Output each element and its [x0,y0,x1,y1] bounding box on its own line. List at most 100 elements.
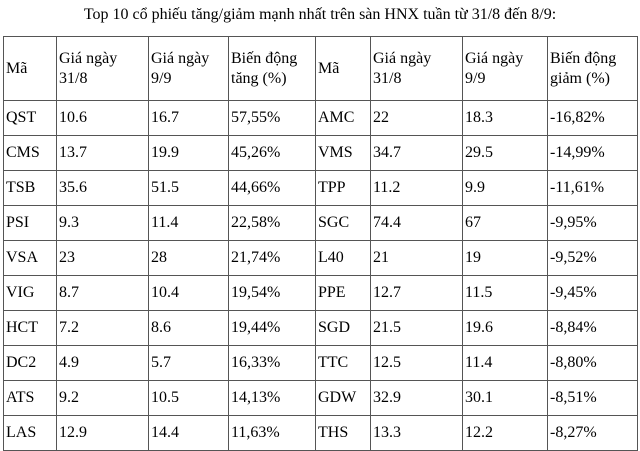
table-cell: 67 [462,205,548,241]
table-cell: 23 [56,240,149,276]
table-cell: -11,61% [547,170,638,206]
table-cell: AMC [315,100,371,136]
table-cell: 4.9 [56,345,149,381]
column-header: Giá ngày 9/9 [462,36,548,101]
table-cell: 29.5 [462,135,548,171]
table-row: ATS 9.2 10.5 14,13% GDW 32.9 30.1 -8,51% [3,380,638,416]
table-cell: 10.5 [148,380,229,416]
table-cell: TPP [315,170,371,206]
header-row: Mã Giá ngày 31/8 Giá ngày 9/9 Biến động tăn… [3,36,638,101]
table-cell: -8,80% [547,345,638,381]
table-cell: HCT [3,310,57,346]
table-cell: 14.4 [148,415,229,451]
table-cell: 11.2 [370,170,463,206]
table-cell: -9,45% [547,275,638,311]
table-cell: 19 [462,240,548,276]
table-cell: 5.7 [148,345,229,381]
table-cell: 13.3 [370,415,463,451]
table-cell: QST [3,100,57,136]
table-cell: 57,55% [228,100,316,136]
table-cell: LAS [3,415,57,451]
table-cell: THS [315,415,371,451]
table-row: DC2 4.9 5.7 16,33% TTC 12.5 11.4 -8,80% [3,345,638,381]
table-cell: 21.5 [370,310,463,346]
table-row: TSB 35.6 51.5 44,66% TPP 11.2 9.9 -11,61% [3,170,638,206]
table-cell: GDW [315,380,371,416]
stock-table: Mã Giá ngày 31/8 Giá ngày 9/9 Biến động tăn… [3,36,638,451]
table-cell: 30.1 [462,380,548,416]
table-cell: 22 [370,100,463,136]
table-cell: 45,26% [228,135,316,171]
table-cell: -8,84% [547,310,638,346]
table-row: QST 10.6 16.7 57,55% AMC 22 18.3 -16,82% [3,100,638,136]
table-cell: PSI [3,205,57,241]
table-cell: 28 [148,240,229,276]
table-cell: L40 [315,240,371,276]
table-cell: 14,13% [228,380,316,416]
table-cell: 8.7 [56,275,149,311]
table-cell: VIG [3,275,57,311]
table-cell: 11.5 [462,275,548,311]
table-row: VIG 8.7 10.4 19,54% PPE 12.7 11.5 -9,45% [3,275,638,311]
table-cell: -9,95% [547,205,638,241]
table-cell: 10.4 [148,275,229,311]
table-cell: -8,51% [547,380,638,416]
table-cell: SGD [315,310,371,346]
column-header: Mã [3,36,57,101]
table-row: CMS 13.7 19.9 45,26% VMS 34.7 29.5 -14,99% [3,135,638,171]
table-cell: -16,82% [547,100,638,136]
table-cell: 11.4 [148,205,229,241]
table-cell: 7.2 [56,310,149,346]
table-cell: 18.3 [462,100,548,136]
table-row: PSI 9.3 11.4 22,58% SGC 74.4 67 -9,95% [3,205,638,241]
table-cell: 19,54% [228,275,316,311]
table-cell: -14,99% [547,135,638,171]
table-cell: TTC [315,345,371,381]
table-cell: 9.2 [56,380,149,416]
column-header: Giá ngày 31/8 [56,36,149,101]
table-cell: 11,63% [228,415,316,451]
table-cell: DC2 [3,345,57,381]
table-row: HCT 7.2 8.6 19,44% SGD 21.5 19.6 -8,84% [3,310,638,346]
column-header: Giá ngày 9/9 [148,36,229,101]
table-cell: 32.9 [370,380,463,416]
table-cell: VMS [315,135,371,171]
table-cell: 51.5 [148,170,229,206]
table-cell: 21 [370,240,463,276]
table-cell: 74.4 [370,205,463,241]
table-cell: 22,58% [228,205,316,241]
table-cell: VSA [3,240,57,276]
table-cell: 12.7 [370,275,463,311]
table-cell: 44,66% [228,170,316,206]
table-cell: 21,74% [228,240,316,276]
column-header: Mã [315,36,371,101]
table-cell: CMS [3,135,57,171]
table-cell: ATS [3,380,57,416]
table-cell: 12.5 [370,345,463,381]
table-cell: 9.9 [462,170,548,206]
table-cell: 35.6 [56,170,149,206]
table-cell: TSB [3,170,57,206]
table-row: VSA 23 28 21,74% L40 21 19 -9,52% [3,240,638,276]
table-cell: 19,44% [228,310,316,346]
table-cell: 10.6 [56,100,149,136]
table-cell: PPE [315,275,371,311]
table-cell: -9,52% [547,240,638,276]
table-cell: 9.3 [56,205,149,241]
table-cell: 16,33% [228,345,316,381]
table-cell: -8,27% [547,415,638,451]
table-cell: 13.7 [56,135,149,171]
column-header: Biến động giảm (%) [547,36,638,101]
table-caption: Top 10 cổ phiếu tăng/giảm mạnh nhất trên… [83,6,557,23]
table-cell: 12.2 [462,415,548,451]
table-cell: 34.7 [370,135,463,171]
table-cell: 8.6 [148,310,229,346]
table-cell: 12.9 [56,415,149,451]
table-cell: 11.4 [462,345,548,381]
table-cell: SGC [315,205,371,241]
table-row: LAS 12.9 14.4 11,63% THS 13.3 12.2 -8,27% [3,415,638,451]
table-cell: 19.6 [462,310,548,346]
table-cell: 19.9 [148,135,229,171]
column-header: Giá ngày 31/8 [370,36,463,101]
table-cell: 16.7 [148,100,229,136]
